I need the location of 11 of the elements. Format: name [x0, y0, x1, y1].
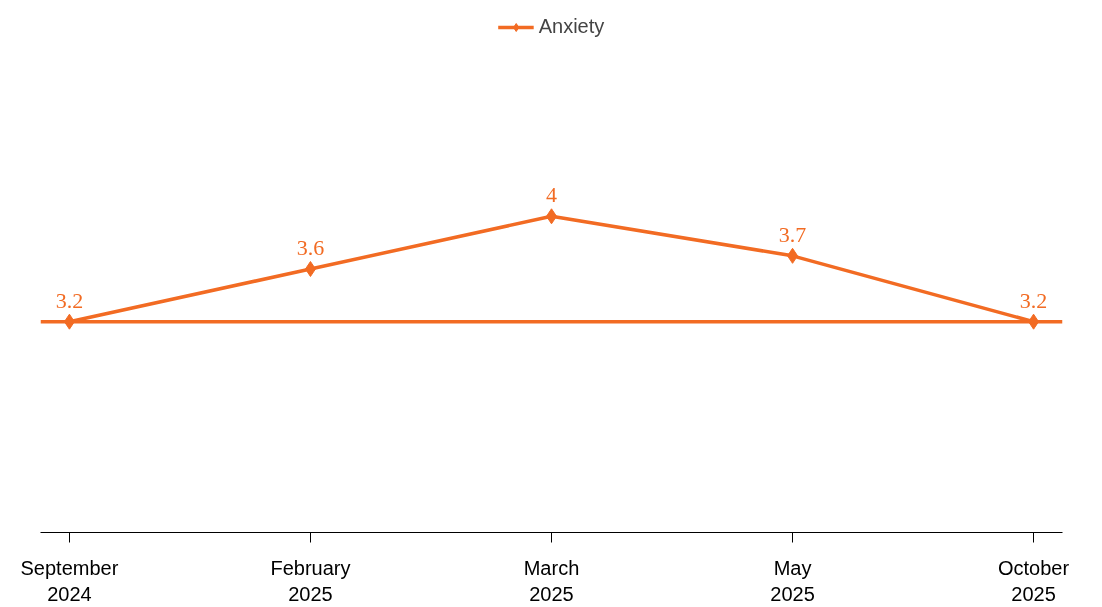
x-tick-label: March 2025 — [523, 556, 580, 605]
data-label: 3.2 — [1019, 287, 1048, 313]
data-label: 3.2 — [55, 287, 84, 313]
data-label: 3.7 — [778, 221, 807, 247]
x-tick-label: February 2025 — [270, 556, 351, 605]
data-label: 4 — [546, 182, 557, 208]
x-tick-label: September 2024 — [20, 556, 119, 605]
data-label: 3.6 — [296, 235, 325, 260]
x-tick-label: May 2025 — [770, 556, 815, 605]
legend-label: Anxiety — [538, 15, 605, 38]
x-tick-label: October 2025 — [998, 556, 1070, 605]
